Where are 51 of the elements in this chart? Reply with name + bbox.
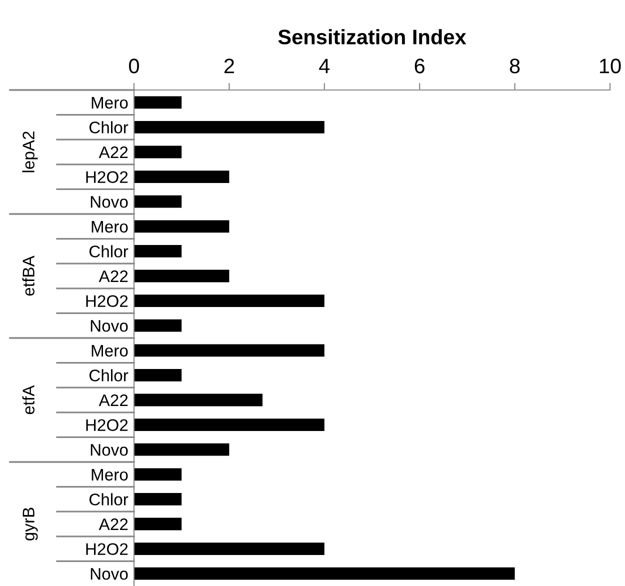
- y-tick-label: H2O2: [86, 419, 128, 432]
- y-tick-label: Mero: [92, 344, 128, 357]
- bar: [134, 220, 230, 233]
- y-tick-label: A22: [98, 394, 128, 406]
- bar: [134, 170, 230, 183]
- bar: [134, 121, 324, 134]
- y-tick-label: A22: [98, 270, 128, 282]
- y-tick-label: H2O2: [86, 171, 128, 184]
- bar: [134, 369, 182, 382]
- bar: [134, 344, 324, 357]
- y-tick-label: Novo: [90, 320, 128, 332]
- bar: [134, 567, 515, 580]
- bar: [134, 493, 182, 506]
- y-tick-label: Mero: [92, 220, 128, 233]
- bar: [134, 418, 324, 431]
- y-tick-label: Mero: [92, 468, 128, 481]
- text: etfA: [22, 385, 34, 414]
- y-tick-label: Mero: [92, 96, 128, 109]
- x-tick-label: 10: [600, 58, 621, 74]
- bar: [134, 319, 182, 332]
- x-tick-label: 4: [319, 58, 330, 74]
- x-tick-label: 2: [224, 58, 234, 74]
- y-tick-label: Novo: [90, 568, 128, 580]
- y-tick-label: Novo: [90, 196, 128, 208]
- y-tick-label: Chlor: [89, 493, 128, 506]
- y-tick-label: Chlor: [89, 245, 128, 258]
- bar: [134, 518, 182, 530]
- text: etfBA: [22, 256, 34, 296]
- x-tick-label: 0: [129, 58, 139, 74]
- bar: [134, 146, 182, 158]
- x-tick-label: 8: [510, 58, 520, 74]
- bar: [134, 394, 263, 406]
- text: lepA2: [22, 132, 38, 172]
- y-tick-label: Chlor: [89, 121, 128, 134]
- bar: [134, 96, 182, 109]
- bar: [134, 468, 182, 481]
- bar: [134, 443, 230, 456]
- x-tick-label: 6: [414, 58, 424, 74]
- bar: [134, 542, 324, 555]
- text: gyrB: [22, 508, 38, 540]
- bar: [134, 245, 182, 258]
- y-tick-label: H2O2: [86, 543, 128, 556]
- x-axis-title: Sensitization Index: [278, 29, 466, 44]
- y-tick-label: A22: [98, 146, 128, 158]
- y-tick-label: Novo: [90, 444, 128, 456]
- bar: [134, 195, 182, 208]
- bar: [134, 294, 324, 307]
- y-tick-label: Chlor: [89, 369, 128, 382]
- y-tick-label: A22: [98, 518, 128, 530]
- bar: [134, 270, 230, 282]
- y-tick-label: H2O2: [86, 295, 128, 308]
